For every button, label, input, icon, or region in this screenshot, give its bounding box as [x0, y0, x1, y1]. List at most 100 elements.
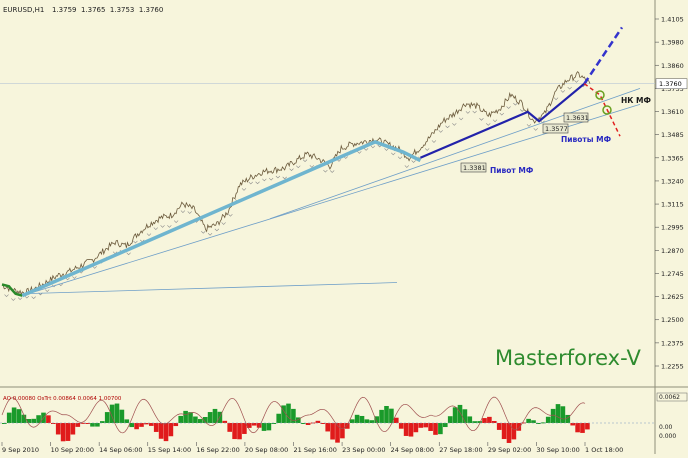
fractal-marker	[323, 169, 328, 173]
pivot-box-3-label: 1.3381	[463, 164, 486, 172]
osc-bar	[506, 423, 512, 443]
fractal-marker	[167, 225, 172, 228]
osc-bar	[237, 423, 242, 440]
osc-bar	[271, 423, 277, 424]
fractal-marker	[329, 170, 335, 173]
osc-bar	[90, 423, 95, 427]
x-tick-label: 21 Sep 16:00	[294, 446, 337, 454]
osc-bar	[26, 419, 32, 423]
osc-scale-top: 0.0062	[659, 394, 680, 401]
osc-bar	[541, 422, 546, 424]
osc-bar	[114, 403, 120, 423]
pivot-box-1-label: 1.3631	[566, 114, 589, 122]
y-tick-label: 1.3365	[661, 154, 684, 162]
fractal-marker	[391, 152, 396, 156]
osc-bar	[296, 417, 301, 423]
osc-bar	[384, 405, 389, 423]
y-tick-label: 1.2870	[661, 247, 684, 255]
x-tick-label: 30 Sep 10:00	[536, 446, 579, 454]
osc-bar	[261, 423, 267, 431]
fractal-marker	[506, 106, 511, 109]
osc-bar	[212, 408, 218, 423]
short-trendline	[419, 82, 586, 159]
osc-bar	[11, 407, 17, 423]
osc-bar	[266, 423, 272, 431]
osc-bar	[340, 423, 345, 439]
fractal-marker	[574, 80, 579, 83]
osc-bar	[251, 423, 257, 426]
x-tick-label: 27 Sep 18:00	[439, 446, 482, 454]
fractal-marker	[519, 109, 525, 112]
x-tick-label: 9 Sep 2010	[2, 446, 39, 454]
fractal-marker	[133, 240, 138, 244]
fractal-marker	[31, 296, 36, 300]
osc-bar	[330, 423, 335, 440]
fractal-marker	[255, 181, 260, 185]
pivot-box-2-label: 1.3577	[545, 125, 568, 133]
fractal-marker	[363, 148, 369, 151]
osc-bar	[477, 421, 482, 423]
osc-bar	[75, 423, 81, 427]
osc-bar	[158, 423, 164, 439]
osc-bar	[173, 423, 179, 427]
x-tick-label: 16 Sep 22:00	[196, 446, 239, 454]
x-tick-label: 29 Sep 02:00	[488, 446, 531, 454]
fractal-marker	[560, 90, 566, 93]
osc-bar	[256, 423, 262, 428]
x-tick-label: 23 Sep 00:00	[342, 446, 385, 454]
x-tick-label: 14 Sep 06:00	[99, 446, 142, 454]
osc-bar	[462, 409, 468, 423]
x-tick-label: 1 Oct 18:00	[585, 446, 623, 454]
osc-bar	[36, 415, 41, 423]
fractal-marker	[384, 148, 389, 151]
fractal-marker	[180, 210, 186, 213]
fractal-marker	[431, 140, 437, 143]
osc-bar	[183, 410, 188, 423]
annotation-nk: НК МФ	[621, 96, 651, 105]
fractal-marker	[458, 117, 464, 121]
x-axis: 9 Sep 2010 10 Sep 20:00 14 Sep 06:00 15 Sep…	[1, 442, 623, 454]
osc-bar	[423, 423, 428, 428]
fractal-marker	[241, 188, 247, 191]
y-axis: 1.41051.39801.38601.37351.36101.34851.33…	[0, 16, 688, 371]
osc-bar	[188, 412, 193, 423]
osc-bar	[550, 408, 556, 423]
osc-bar	[60, 423, 66, 442]
osc-bar	[276, 413, 281, 423]
osc-bar	[467, 416, 473, 423]
osc-bar	[345, 423, 350, 429]
fractal-marker	[465, 111, 471, 114]
osc-bar	[149, 423, 154, 426]
fractal-marker	[92, 266, 97, 269]
osc-bar	[379, 409, 384, 423]
osc-bar	[178, 415, 183, 423]
fractal-marker	[486, 123, 491, 126]
support-ray-2	[269, 88, 641, 220]
price-layer	[1, 71, 591, 296]
osc-bar	[207, 412, 213, 423]
current-price-label: 1.3760	[659, 80, 682, 88]
fractal-marker	[370, 145, 376, 149]
osc-bar	[291, 408, 296, 423]
fractal-marker	[214, 228, 220, 232]
osc-bar	[472, 421, 477, 423]
osc-bar	[315, 420, 321, 423]
osc-bar	[443, 423, 448, 428]
fractal-marker	[452, 123, 457, 126]
osc-bar	[124, 419, 130, 423]
osc-bar	[349, 419, 355, 423]
fractal-marker	[17, 297, 23, 301]
osc-bar	[2, 423, 7, 424]
osc-bar	[555, 404, 561, 423]
osc-bar	[247, 423, 252, 428]
osc-bar	[139, 423, 144, 427]
osc-bar	[452, 407, 458, 423]
trendlines-layer	[1, 26, 641, 298]
osc-bar	[109, 404, 115, 423]
osc-bar	[511, 423, 517, 440]
osc-bar	[104, 412, 110, 423]
osc-bar	[51, 423, 56, 424]
fractal-marker	[411, 160, 416, 163]
fractal-marker	[201, 231, 206, 234]
